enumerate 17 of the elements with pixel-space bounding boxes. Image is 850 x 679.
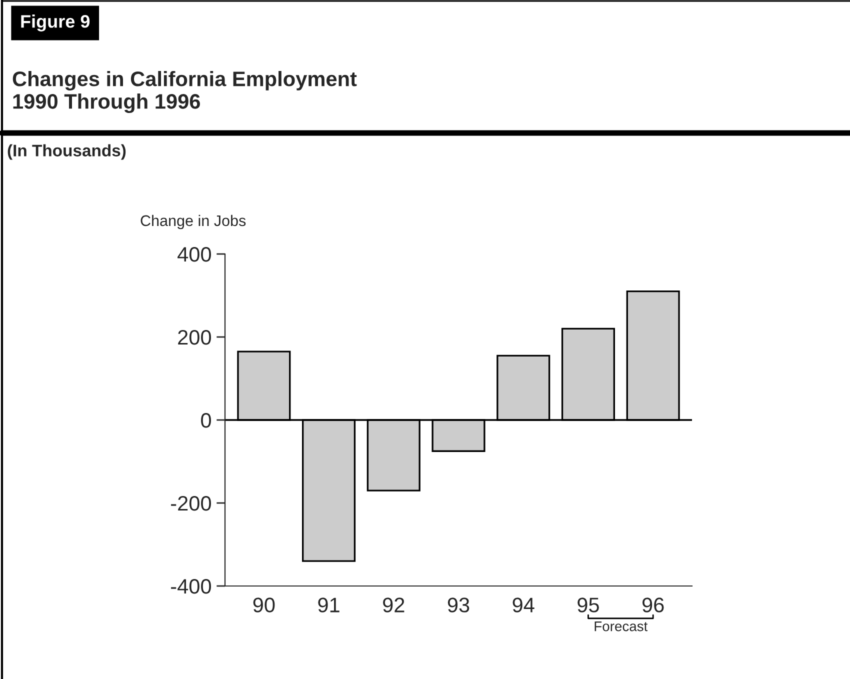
caption: Figure 9 — [21, 14, 90, 32]
y-tick-label: 200 — [178, 330, 211, 345]
x-tick-label: 91 — [318, 598, 340, 612]
y-tick-label: 400 — [178, 247, 211, 262]
x-tick-label: 90 — [253, 598, 275, 612]
x-tick-label: 95 — [578, 598, 599, 612]
x-tick-label: 96 — [642, 598, 664, 612]
y-tick-label: -400 — [171, 579, 211, 594]
y-tick-label: 0 — [201, 413, 211, 428]
y-tick-label: -200 — [171, 496, 211, 511]
x-tick-label: 92 — [383, 598, 404, 612]
text: Forecast — [594, 622, 648, 632]
x-tick-label: 93 — [448, 598, 470, 612]
text: (In Thousands) — [8, 144, 126, 160]
y-axis-title: Change in Jobs — [140, 214, 246, 230]
chart-title: Changes in California Employment 1990 Through 1996 — [12, 70, 357, 114]
x-tick-label: 94 — [512, 598, 534, 612]
